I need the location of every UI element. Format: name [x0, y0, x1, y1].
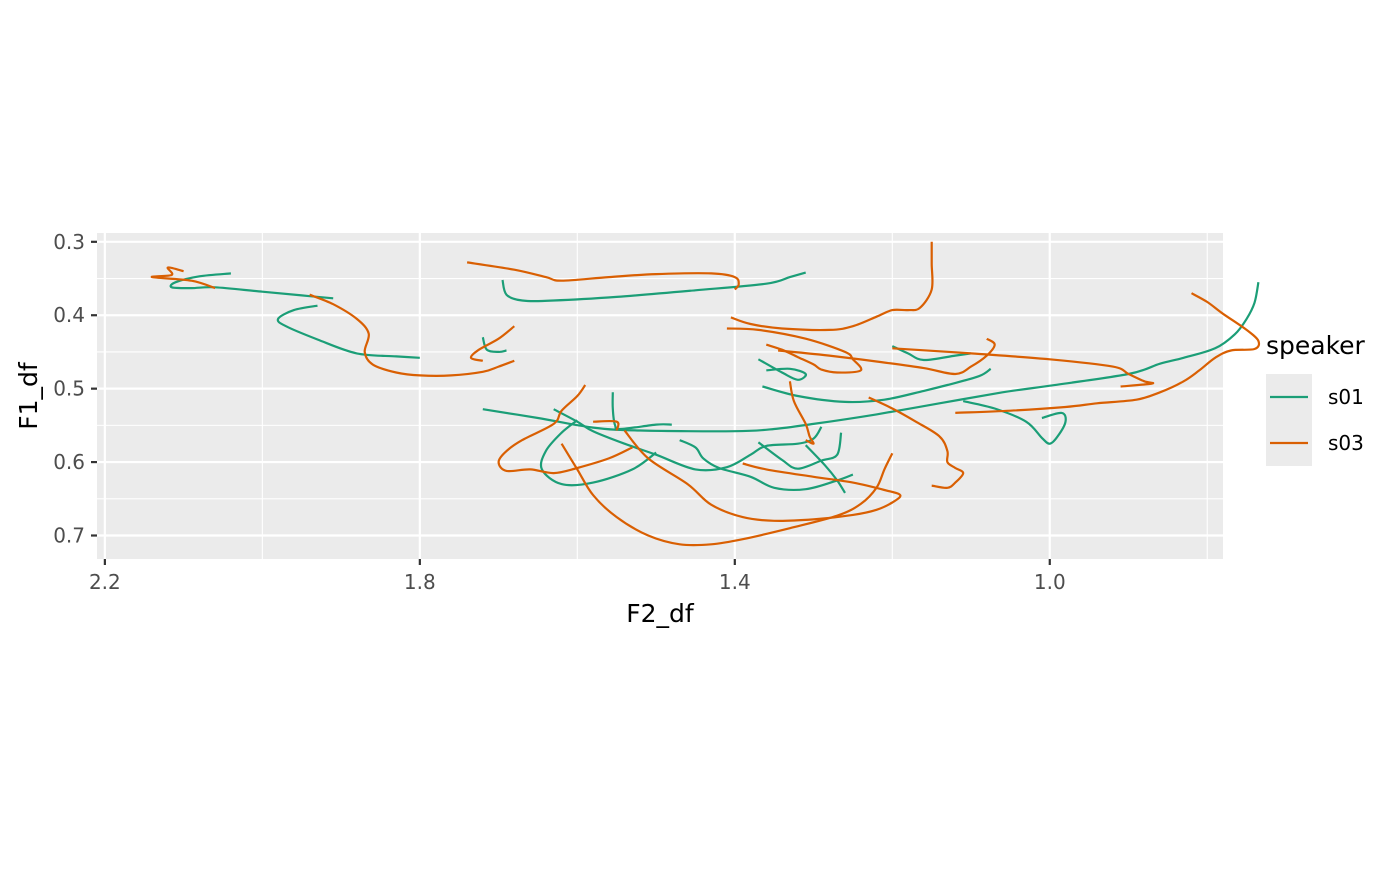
trajectory-s01 — [757, 432, 843, 470]
trajectory-s01 — [539, 419, 657, 487]
y-tick-label: 0.3 — [53, 230, 85, 254]
series-s03 — [150, 241, 1261, 547]
trajectory-s01 — [169, 272, 334, 300]
plot-panel — [97, 233, 1223, 559]
trajectory-s03 — [730, 241, 934, 332]
trajectory-s01 — [482, 282, 1260, 433]
y-axis: 0.3 0.4 0.5 0.6 0.7 — [53, 230, 97, 548]
trajectory-s03 — [150, 266, 216, 290]
trajectory-s01 — [553, 408, 823, 472]
trajectory-s01 — [891, 345, 972, 362]
x-tick-label: 1.4 — [719, 570, 751, 594]
y-tick-label: 0.4 — [53, 303, 85, 327]
trajectory-s03 — [868, 396, 965, 489]
trajectory-s03 — [955, 292, 1261, 414]
trajectory-s01 — [611, 392, 672, 431]
trajectory-s01 — [679, 439, 854, 491]
trajectory-s01 — [276, 304, 420, 359]
trajectory-s03 — [560, 443, 894, 547]
x-axis-title: F2_df — [626, 599, 695, 628]
x-axis: 2.2 1.8 1.4 1.0 — [89, 559, 1066, 594]
legend-title: speaker — [1266, 331, 1366, 360]
x-tick-label: 2.2 — [89, 570, 121, 594]
trajectory-s03 — [623, 429, 902, 522]
legend-label-s03: s03 — [1328, 431, 1364, 455]
y-axis-title: F1_df — [14, 361, 43, 430]
x-tick-label: 1.8 — [404, 570, 436, 594]
legend: speaker s01 s03 — [1266, 331, 1366, 466]
trajectory-s01 — [757, 358, 807, 381]
trajectory-s03 — [469, 325, 515, 362]
series-s01 — [169, 271, 1260, 494]
trajectory-s01 — [501, 271, 807, 303]
trajectory-s03 — [593, 419, 620, 431]
trajectory-s03 — [466, 261, 740, 291]
legend-key-background — [1266, 374, 1312, 466]
trajectory-s01 — [481, 336, 507, 354]
trajectory-s03 — [788, 381, 815, 445]
y-tick-label: 0.7 — [53, 524, 85, 548]
y-tick-label: 0.5 — [53, 377, 85, 401]
trajectory-s01 — [762, 367, 992, 404]
x-tick-label: 1.0 — [1034, 570, 1066, 594]
series-layer — [150, 241, 1261, 547]
trajectory-s03 — [309, 293, 515, 377]
trajectory-s03 — [892, 347, 1155, 388]
y-tick-label: 0.6 — [53, 450, 85, 474]
trajectory-s03 — [777, 337, 996, 376]
trajectory-s03 — [726, 327, 863, 374]
legend-label-s01: s01 — [1328, 385, 1364, 409]
trajectory-s01 — [804, 444, 846, 494]
